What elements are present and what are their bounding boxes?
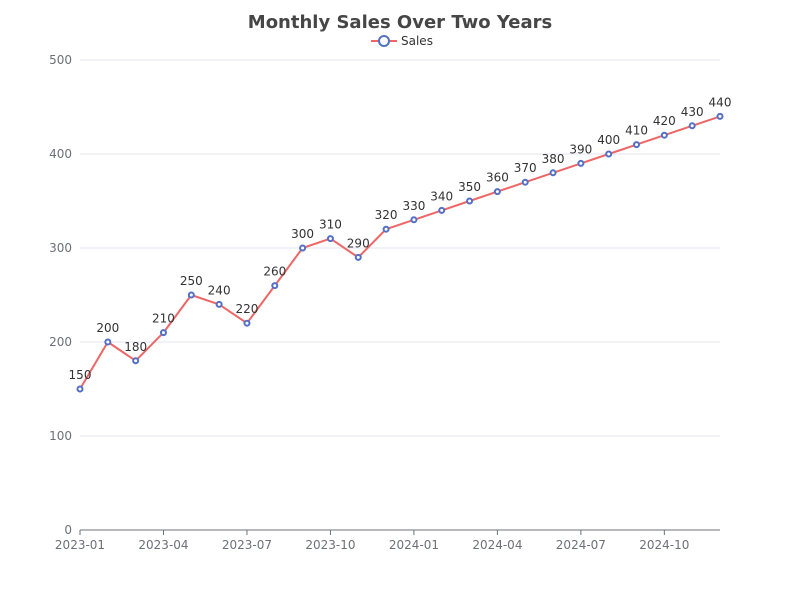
x-tick-label: 2024-01 — [389, 538, 439, 552]
data-label: 220 — [236, 302, 259, 316]
data-point[interactable] — [577, 159, 585, 167]
data-point[interactable] — [521, 178, 529, 186]
data-label: 440 — [709, 95, 732, 109]
data-label: 240 — [208, 283, 231, 297]
data-point[interactable] — [549, 169, 557, 177]
data-label: 300 — [291, 227, 314, 241]
chart-title: Monthly Sales Over Two Years — [248, 12, 552, 33]
y-tick-label: 500 — [49, 53, 72, 67]
data-label: 420 — [653, 114, 676, 128]
data-point[interactable] — [493, 188, 501, 196]
series-line[interactable] — [79, 115, 721, 390]
data-label: 250 — [180, 274, 203, 288]
data-point[interactable] — [466, 197, 474, 205]
x-tick-label: 2024-10 — [639, 538, 689, 552]
data-point[interactable] — [243, 319, 251, 327]
data-point[interactable] — [326, 235, 334, 243]
data-point[interactable] — [271, 282, 279, 290]
x-tick-label: 2024-04 — [472, 538, 522, 552]
data-label: 350 — [458, 180, 481, 194]
x-tick-label: 2024-07 — [556, 538, 606, 552]
data-label: 200 — [96, 321, 119, 335]
x-axis: 2023-01 2023-04 2023-07 2023-10 2024-01 2024-… — [55, 529, 720, 552]
data-label: 400 — [597, 133, 620, 147]
data-point[interactable] — [438, 206, 446, 214]
x-tick-label: 2023-01 — [55, 538, 105, 552]
data-point[interactable] — [660, 131, 668, 139]
data-point[interactable] — [299, 244, 307, 252]
data-label: 370 — [514, 161, 537, 175]
x-tick-label: 2023-04 — [138, 538, 188, 552]
data-point[interactable] — [633, 141, 641, 149]
y-axis-ticks: 0 100 200 300 400 500 — [49, 53, 72, 537]
series-sales[interactable] — [76, 112, 724, 393]
data-label: 360 — [486, 171, 509, 185]
data-label: 320 — [375, 208, 398, 222]
data-point[interactable] — [354, 253, 362, 261]
data-point[interactable] — [76, 385, 84, 393]
data-point[interactable] — [716, 112, 724, 120]
data-point[interactable] — [688, 122, 696, 130]
data-label: 290 — [347, 236, 370, 250]
y-tick-label: 0 — [64, 523, 72, 537]
data-label: 180 — [124, 340, 147, 354]
y-tick-label: 300 — [49, 241, 72, 255]
data-label: 150 — [69, 368, 92, 382]
data-label: 260 — [263, 265, 286, 279]
legend-marker-icon — [378, 35, 390, 47]
data-point[interactable] — [104, 338, 112, 346]
data-label: 410 — [625, 124, 648, 138]
data-point[interactable] — [132, 357, 140, 365]
data-label: 430 — [681, 105, 704, 119]
data-point[interactable] — [159, 329, 167, 337]
data-point[interactable] — [410, 216, 418, 224]
data-label: 380 — [542, 152, 565, 166]
data-label: 310 — [319, 218, 342, 232]
data-label: 390 — [569, 142, 592, 156]
y-tick-label: 100 — [49, 429, 72, 443]
x-tick-label: 2023-10 — [305, 538, 355, 552]
data-labels: 150 200 180 210 250 240 220 260 300 310 290 320 330 3… — [69, 95, 732, 382]
data-label: 330 — [402, 199, 425, 213]
data-label: 340 — [430, 189, 453, 203]
data-point[interactable] — [215, 300, 223, 308]
data-label: 210 — [152, 312, 175, 326]
legend[interactable]: Sales — [371, 34, 433, 48]
data-point[interactable] — [605, 150, 613, 158]
data-point[interactable] — [382, 225, 390, 233]
data-point[interactable] — [187, 291, 195, 299]
y-tick-label: 200 — [49, 335, 72, 349]
x-tick-label: 2023-07 — [222, 538, 272, 552]
grid-lines — [80, 59, 720, 437]
legend-label: Sales — [401, 34, 433, 48]
y-tick-label: 400 — [49, 147, 72, 161]
